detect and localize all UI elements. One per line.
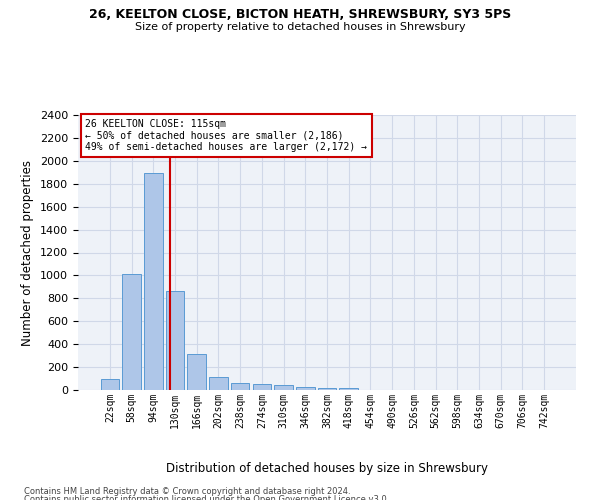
Text: Contains HM Land Registry data © Crown copyright and database right 2024.: Contains HM Land Registry data © Crown c… — [24, 488, 350, 496]
Text: Contains public sector information licensed under the Open Government Licence v3: Contains public sector information licen… — [24, 495, 389, 500]
Text: 26, KEELTON CLOSE, BICTON HEATH, SHREWSBURY, SY3 5PS: 26, KEELTON CLOSE, BICTON HEATH, SHREWSB… — [89, 8, 511, 20]
Text: 26 KEELTON CLOSE: 115sqm
← 50% of detached houses are smaller (2,186)
49% of sem: 26 KEELTON CLOSE: 115sqm ← 50% of detach… — [85, 119, 367, 152]
Bar — [166, 292, 184, 390]
Bar — [122, 274, 141, 390]
Y-axis label: Number of detached properties: Number of detached properties — [22, 160, 34, 346]
Bar — [144, 174, 163, 390]
Bar — [101, 379, 119, 390]
Bar — [340, 388, 358, 390]
Bar — [231, 383, 250, 390]
Bar — [187, 354, 206, 390]
Bar — [253, 384, 271, 390]
Text: Distribution of detached houses by size in Shrewsbury: Distribution of detached houses by size … — [166, 462, 488, 475]
Bar — [318, 388, 336, 390]
Bar — [209, 377, 227, 390]
Bar — [296, 387, 314, 390]
Bar — [274, 385, 293, 390]
Text: Size of property relative to detached houses in Shrewsbury: Size of property relative to detached ho… — [134, 22, 466, 32]
